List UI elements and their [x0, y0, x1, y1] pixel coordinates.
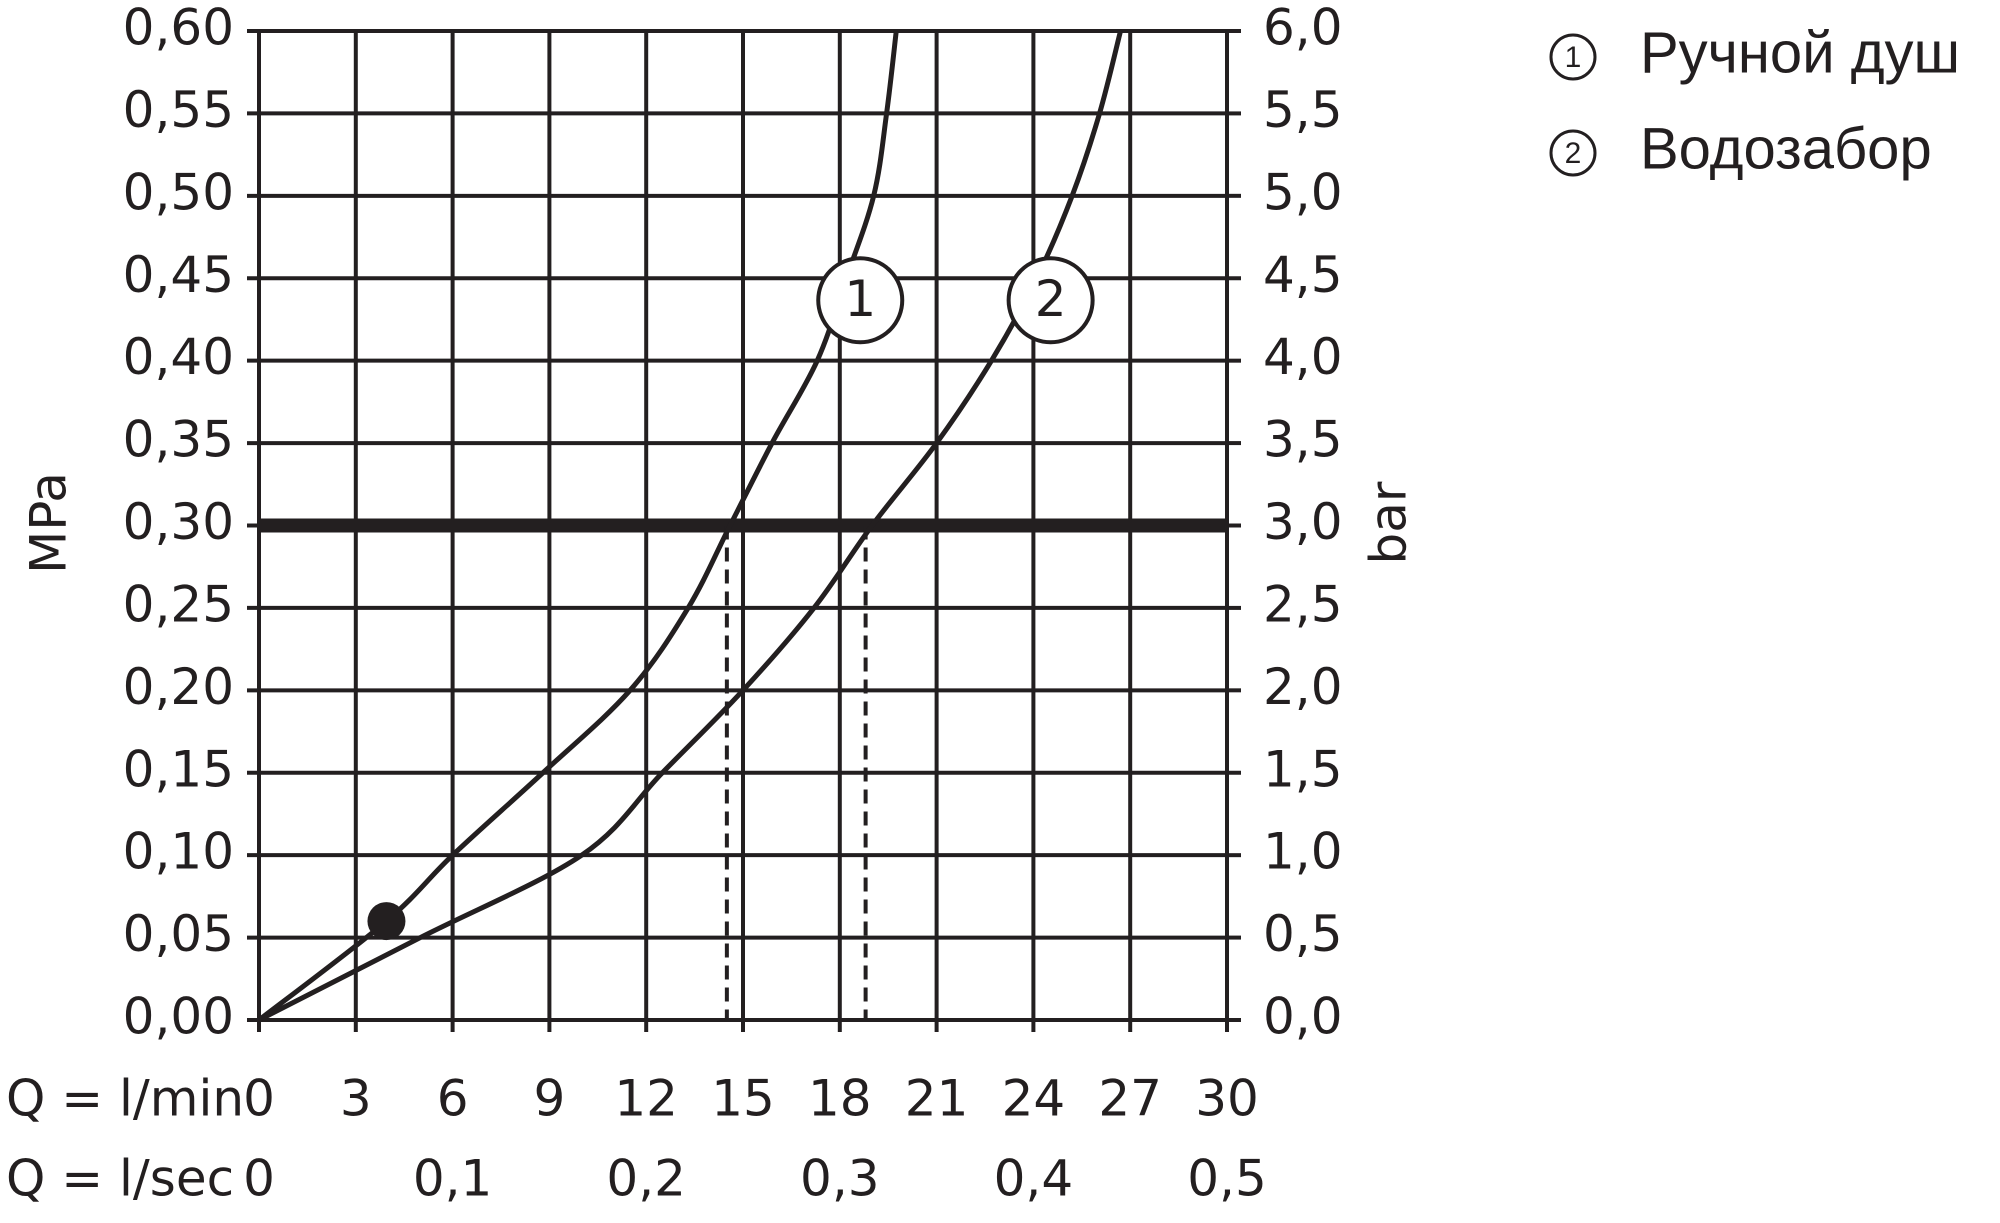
- x-tick-label: 6: [437, 1070, 469, 1128]
- curve-marker: [816, 256, 905, 345]
- x-tick-label: 15: [711, 1070, 775, 1128]
- y-tick-label: 0,10: [123, 823, 234, 881]
- y-tick-label: 0,40: [123, 328, 234, 386]
- x-tick-label: 9: [533, 1070, 565, 1128]
- y-tick-label: 0,30: [123, 493, 234, 551]
- x-tick-label: 3: [340, 1070, 372, 1128]
- x2-tick-label: 0: [243, 1150, 275, 1208]
- y2-tick-label: 0,5: [1263, 905, 1343, 963]
- legend-symbol-label: 1: [1565, 41, 1582, 74]
- y2-tick-label: 4,5: [1263, 246, 1343, 304]
- x-tick-label: 0: [243, 1070, 275, 1128]
- x-tick-label: 27: [1098, 1070, 1162, 1128]
- y-tick-label: 0,35: [123, 411, 234, 469]
- y2-tick-label: 1,0: [1263, 823, 1343, 881]
- y2-tick-label: 3,0: [1263, 493, 1343, 551]
- y2-tick-label: 1,5: [1263, 740, 1343, 798]
- y-tick-label: 0,45: [123, 246, 234, 304]
- x2-tick-label: 0,1: [413, 1150, 493, 1208]
- y2-tick-label: 2,0: [1263, 658, 1343, 716]
- curve-marker: [1006, 256, 1095, 345]
- y-tick-label: 0,50: [123, 163, 234, 221]
- y2-axis-label: bar: [1360, 481, 1418, 564]
- y2-tick-label: 5,5: [1263, 81, 1343, 139]
- x2-tick-label: 0,4: [994, 1150, 1074, 1208]
- x-tick-label: 30: [1195, 1070, 1259, 1128]
- x-tick-label: 12: [614, 1070, 678, 1128]
- y2-tick-label: 0,0: [1263, 988, 1343, 1046]
- curve-marker-label: 2: [1035, 270, 1067, 328]
- curve-marker-label: 1: [844, 270, 876, 328]
- series-line: [257, 30, 1123, 1023]
- y2-tick-label: 4,0: [1263, 328, 1343, 386]
- x2-tick-label: 0,2: [606, 1150, 686, 1208]
- y-tick-label: 0,20: [123, 658, 234, 716]
- y2-tick-label: 2,5: [1263, 575, 1343, 633]
- legend-symbol-label: 2: [1565, 137, 1582, 170]
- y-tick-label: 0,25: [123, 575, 234, 633]
- legend-label: Водозабор: [1640, 116, 1932, 181]
- x-tick-label: 18: [808, 1070, 872, 1128]
- x-tick-label: 21: [905, 1070, 969, 1128]
- y2-tick-label: 6,0: [1263, 0, 1343, 57]
- x2-tick-label: 0,3: [800, 1150, 880, 1208]
- y-axis-label: MPa: [20, 472, 78, 574]
- x-axis-label: Q = l/min: [6, 1070, 244, 1128]
- x2-tick-label: 0,5: [1187, 1150, 1267, 1208]
- legend-label: Ручной душ: [1640, 20, 1960, 85]
- legend-symbol: [1549, 129, 1597, 177]
- y-tick-label: 0,15: [123, 740, 234, 798]
- x2-axis-label: Q = l/sec: [6, 1150, 234, 1208]
- y-tick-label: 0,55: [123, 81, 234, 139]
- y-tick-label: 0,05: [123, 905, 234, 963]
- point: [367, 902, 406, 941]
- y2-tick-label: 5,0: [1263, 163, 1343, 221]
- x-tick-label: 24: [1002, 1070, 1066, 1128]
- y-tick-label: 0,00: [123, 988, 234, 1046]
- series-line: [257, 30, 899, 1022]
- legend-symbol: [1549, 33, 1597, 81]
- y-tick-label: 0,60: [123, 0, 234, 57]
- y2-tick-label: 3,5: [1263, 411, 1343, 469]
